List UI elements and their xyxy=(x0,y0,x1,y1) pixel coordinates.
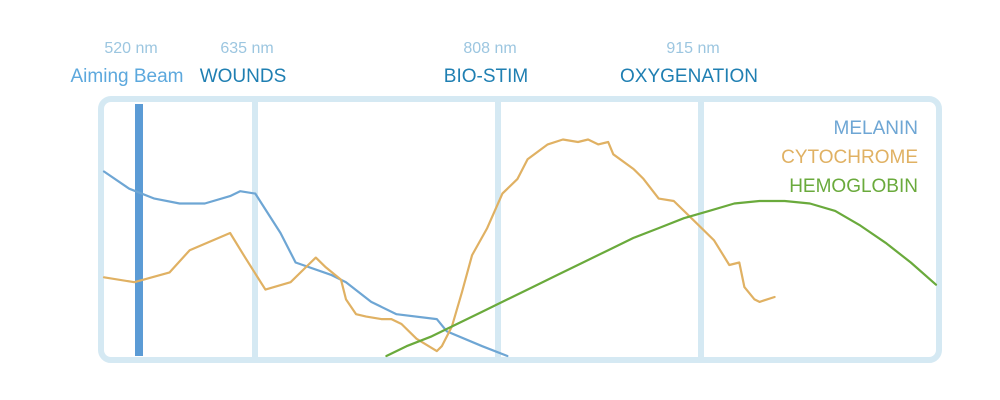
legend-melanin: MELANIN xyxy=(834,118,918,139)
wavelength-dividers xyxy=(135,99,704,360)
wavelength-label-520-nm: 520 nm xyxy=(104,40,157,57)
legend: MELANIN CYTOCHROME HEMOGLOBIN xyxy=(781,118,918,197)
legend-hemoglobin: HEMOGLOBIN xyxy=(789,176,918,197)
wavelength-label-635-nm: 635 nm xyxy=(220,40,273,57)
curve-melanin xyxy=(102,170,509,358)
wavelength-labels: 520 nm Aiming Beam 635 nm WOUNDS 808 nm BIO-S… xyxy=(71,40,758,87)
curve-cytochrome xyxy=(102,138,776,353)
application-label-bio-stim: BIO-STIM xyxy=(444,66,528,87)
wavelength-label-915-nm: 915 nm xyxy=(666,40,719,57)
curve-hemoglobin xyxy=(385,199,938,358)
plot-frame xyxy=(98,96,942,363)
wavelength-label-808-nm: 808 nm xyxy=(463,40,516,57)
application-label-oxygenation: OXYGENATION xyxy=(620,66,758,87)
application-label-aiming-beam: Aiming Beam xyxy=(71,66,184,87)
legend-cytochrome: CYTOCHROME xyxy=(781,147,918,168)
application-label-wounds: WOUNDS xyxy=(200,66,287,87)
absorption-curves xyxy=(102,138,938,358)
